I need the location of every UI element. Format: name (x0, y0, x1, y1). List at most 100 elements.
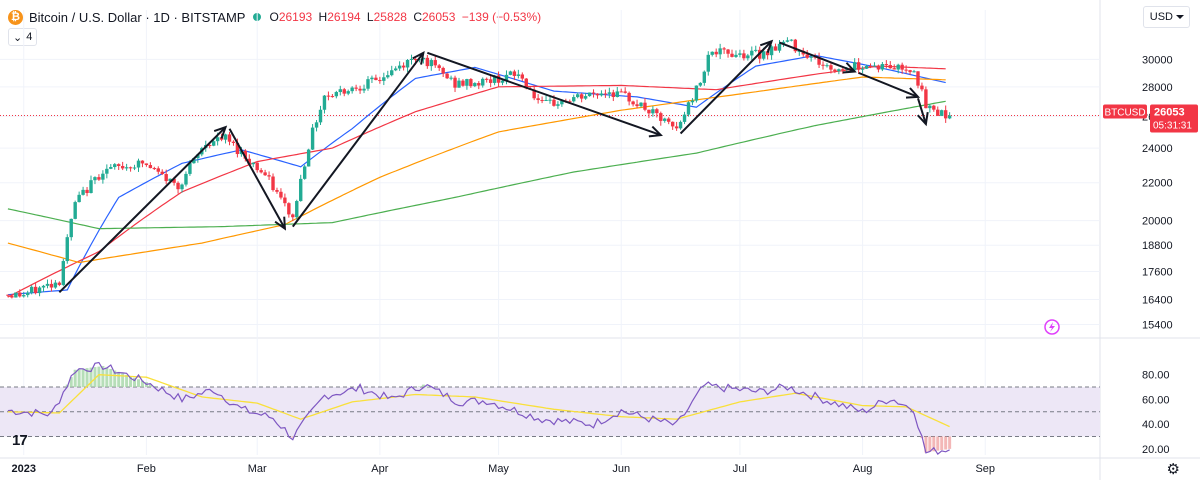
currency-select[interactable]: USD (1142, 6, 1190, 28)
candle-body (330, 96, 335, 98)
candle-body (405, 59, 410, 68)
candle-body (176, 182, 180, 190)
trend-arrow-head (412, 50, 425, 65)
candle-body (378, 80, 382, 82)
candle-body (627, 92, 631, 102)
candle-body (14, 292, 18, 298)
candle-body (481, 78, 485, 86)
candle-body (25, 292, 30, 296)
price-tag-symbol: BTCUSD (1104, 107, 1145, 118)
candle-body (231, 141, 236, 143)
candle-body (57, 282, 62, 285)
candle-body (595, 93, 600, 96)
candle-body (817, 57, 821, 65)
rsi-tick-label: 80.00 (1142, 370, 1170, 382)
candle-body (868, 65, 873, 67)
candle-body (556, 104, 560, 106)
candle-body (508, 71, 513, 75)
tradingview-logo-icon[interactable]: 17 (12, 432, 28, 449)
candle-body (401, 65, 406, 68)
candle-body (397, 65, 402, 69)
candle-body (698, 82, 703, 86)
candle-body (663, 118, 667, 121)
candle-body (746, 55, 750, 59)
candle-body (77, 194, 81, 203)
candle-body (287, 203, 291, 215)
y-tick-label: 20000 (1142, 216, 1173, 228)
candle-body (239, 150, 244, 155)
candle-body (892, 68, 896, 70)
candle-body (635, 104, 639, 107)
candle-body (488, 79, 493, 83)
x-tick-label: Jun (612, 463, 630, 475)
trend-arrow-head (916, 112, 929, 127)
price-tag-countdown: 05:31:31 (1153, 120, 1192, 131)
candle-body (45, 283, 50, 286)
candle-body (829, 65, 833, 70)
candle-body (738, 53, 742, 55)
candle-body (160, 171, 164, 175)
gear-icon[interactable]: ⚙ (1166, 461, 1180, 478)
candle-body (437, 65, 441, 68)
candle-body (750, 50, 754, 56)
candle-body (682, 114, 687, 122)
candle-body (916, 71, 920, 86)
trend-arrow-line (858, 71, 919, 98)
candle-body (947, 115, 952, 119)
trend-arrow-line (427, 51, 662, 137)
candle-body (263, 172, 267, 176)
candle-body (714, 51, 718, 55)
candle-body (93, 177, 97, 181)
price-tag-value-bg (1150, 104, 1198, 133)
indicators-toggle[interactable]: ⌄ 4 (8, 28, 38, 46)
candle-body (41, 285, 46, 288)
candle-body (334, 92, 339, 97)
candle-body (643, 102, 647, 110)
candle-body (413, 58, 418, 61)
candle-body (884, 64, 889, 66)
candle-body (215, 137, 220, 142)
candle-body (619, 91, 623, 93)
candle-body (113, 164, 117, 168)
y-tick-label: 22000 (1142, 178, 1173, 190)
candle-body (599, 93, 604, 96)
y-tick-label: 17600 (1142, 266, 1173, 278)
candle-body (295, 201, 299, 218)
candle-body (761, 51, 766, 59)
x-tick-label: May (488, 463, 509, 475)
y-tick-label: 28000 (1142, 82, 1173, 94)
rsi-tick-label: 20.00 (1142, 444, 1170, 456)
candle-body (184, 173, 188, 185)
candle-body (393, 68, 398, 71)
chevron-down-icon: ⌄ (13, 31, 23, 44)
candle-body (89, 180, 93, 194)
candle-body (259, 170, 263, 173)
candle-body (140, 160, 145, 164)
y-tick-label: 15400 (1142, 320, 1173, 332)
candle-body (144, 163, 149, 166)
candle-body (777, 43, 782, 51)
candle-body (532, 89, 536, 99)
y-tick-label: 24000 (1142, 143, 1173, 155)
candle-body (10, 295, 14, 298)
candle-body (109, 167, 113, 169)
ohlc-open-label: O (269, 10, 279, 24)
symbol-title[interactable]: Bitcoin / U.S. Dollar · 1D · BITSTAMP (29, 9, 246, 25)
bitcoin-icon: ₿ (8, 9, 23, 25)
ohlc-close-value: 26053 (422, 10, 456, 24)
candle-body (694, 85, 699, 101)
candle-body (864, 65, 869, 69)
candle-body (299, 178, 303, 202)
candle-body (500, 80, 505, 83)
candle-body (192, 158, 196, 164)
candle-body (370, 77, 374, 80)
candle-body (223, 134, 228, 140)
candle-body (461, 80, 465, 86)
candle-body (912, 71, 916, 73)
candle-body (504, 74, 509, 81)
candle-body (686, 102, 691, 115)
y-tick-label: 18800 (1142, 240, 1173, 252)
candle-body (283, 197, 287, 204)
candle-body (132, 167, 137, 169)
